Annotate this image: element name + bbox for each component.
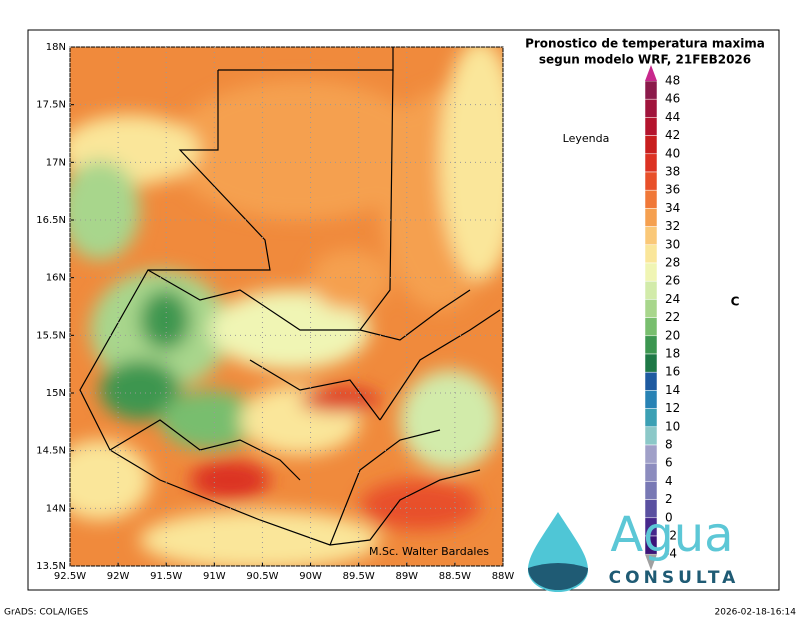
colorbar-segment (644, 353, 658, 373)
lon-label: 91W (203, 571, 226, 582)
colorbar-segment (644, 226, 658, 246)
colorbar-segment (644, 135, 658, 155)
footer-left: GrADS: COLA/IGES (4, 608, 88, 618)
colorbar-segment (644, 444, 658, 464)
lat-label: 18N (46, 42, 66, 53)
colorbar-label: 36 (665, 183, 680, 197)
colorbar-segment (644, 462, 658, 482)
lat-label: 17N (46, 157, 66, 168)
colorbar-label: 2 (665, 492, 673, 506)
colorbar-segment (644, 426, 658, 446)
colorbar-segment (644, 390, 658, 409)
colorbar-segment (644, 244, 658, 264)
lat-label: 14N (46, 503, 66, 514)
colorbar-segment (644, 280, 658, 300)
map-frame (69, 46, 504, 567)
colorbar-label: 8 (665, 438, 673, 452)
lat-label: 14.5N (36, 446, 66, 457)
logo-name: Agua (610, 507, 733, 563)
lat-label: 15N (46, 388, 66, 399)
colorbar-label: 34 (665, 201, 680, 215)
colorbar-segment (644, 335, 658, 355)
colorbar-label: 18 (665, 347, 680, 361)
unit: C (731, 295, 740, 309)
lon-label: 88W (492, 571, 515, 582)
colorbar-label: 26 (665, 274, 680, 288)
lon-label: 89.5W (343, 571, 375, 582)
colorbar-label: 16 (665, 365, 680, 379)
colorbar-segment (644, 153, 658, 173)
lat-label: 16.5N (36, 215, 66, 226)
logo-subtitle: CONSULTA (609, 568, 740, 588)
colorbar-segment (644, 98, 658, 118)
colorbar-segment (644, 80, 658, 100)
colorbar-segment (644, 189, 658, 209)
colorbar-label: 4 (665, 474, 673, 488)
colorbar-segment (644, 299, 658, 318)
lat-label: 16N (46, 273, 66, 284)
lat-label: 17.5N (36, 100, 66, 111)
colorbar-label: 38 (665, 165, 680, 179)
colorbar-label: 42 (665, 128, 680, 142)
colorbar-arrow-bottom (645, 554, 657, 571)
lon-label: 90.5W (246, 571, 278, 582)
lon-label: 90W (299, 571, 322, 582)
lat-label: 13.5N (36, 561, 66, 572)
colorbar-segment (644, 371, 658, 391)
colorbar-segment (644, 317, 658, 337)
colorbar-label: 6 (665, 456, 673, 470)
colorbar-label: 44 (665, 110, 680, 124)
colorbar-label: -4 (665, 547, 677, 561)
footer-right: 2026-02-18-16:14 (715, 608, 797, 618)
colorbar-segment (644, 481, 658, 500)
colorbar-label: 24 (665, 292, 680, 306)
lon-label: 92W (107, 571, 130, 582)
colorbar-label: 20 (665, 328, 680, 342)
colorbar-segment (644, 262, 658, 282)
colorbar-label: 48 (665, 74, 680, 88)
lon-label: 91.5W (150, 571, 182, 582)
colorbar-label: 30 (665, 237, 680, 251)
logo: Agua CONSULTA (528, 507, 740, 592)
colorbar-segment (644, 208, 658, 227)
lon-label: 89W (395, 571, 418, 582)
colorbar-segment (644, 117, 658, 136)
colorbar-label: 28 (665, 256, 680, 270)
lon-label: 88.5W (439, 571, 471, 582)
colorbar-label: 12 (665, 401, 680, 415)
temperature-map (70, 47, 503, 566)
colorbar-label: 46 (665, 92, 680, 106)
colorbar-label: 22 (665, 310, 680, 324)
colorbar-label: 40 (665, 146, 680, 160)
lat-label: 15.5N (36, 330, 66, 341)
title-line: segun modelo WRF, 21FEB2026 (539, 53, 751, 67)
colorbar-label: 10 (665, 419, 680, 433)
colorbar-segment (644, 171, 658, 191)
legend-title: Leyenda (563, 132, 610, 145)
colorbar-label: 14 (665, 383, 680, 397)
lon-label: 92.5W (54, 571, 86, 582)
colorbar-segment (644, 408, 658, 428)
colorbar-arrow-top (645, 65, 657, 81)
colorbar-label: -2 (665, 529, 677, 543)
colorbar-label: 32 (665, 219, 680, 233)
panel-frame (27, 29, 780, 591)
title-line: Pronostico de temperatura maxima (525, 37, 765, 51)
colorbar-label: 0 (665, 510, 673, 524)
author: M.Sc. Walter Bardales (369, 545, 489, 558)
